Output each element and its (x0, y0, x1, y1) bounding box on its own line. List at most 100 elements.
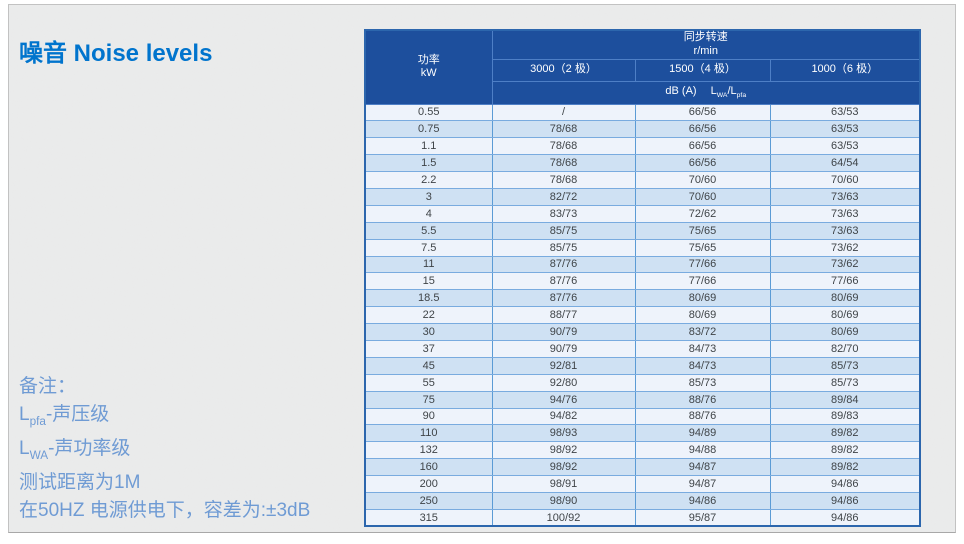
cell-2pole: 98/92 (491, 458, 636, 477)
cell-6pole: 89/82 (769, 458, 921, 477)
cell-4pole: 80/69 (634, 306, 771, 325)
cell-6pole: 70/60 (769, 171, 921, 189)
power-cell: 30 (364, 323, 493, 341)
speed-label: 同步转速 (683, 31, 728, 43)
cell-6pole: 73/62 (769, 238, 921, 257)
cell-2pole: 98/92 (491, 441, 636, 460)
cell-4pole: 80/69 (634, 289, 771, 308)
cell-4pole: 75/65 (634, 221, 771, 240)
cell-6pole: 73/62 (769, 255, 921, 274)
power-cell: 7.5 (364, 238, 493, 257)
power-cell: 15 (364, 272, 493, 291)
table-row: 2.2 78/68 70/60 70/60 (364, 171, 921, 189)
cell-4pole: 70/60 (634, 171, 771, 189)
table-row: 18.5 87/76 80/69 80/69 (364, 289, 921, 308)
cell-6pole: 82/70 (769, 339, 921, 358)
cell-6pole: 89/83 (769, 407, 921, 426)
cell-6pole: 85/73 (769, 356, 921, 375)
power-cell: 37 (364, 339, 493, 358)
cell-6pole: 73/63 (769, 187, 921, 206)
cell-4pole: 70/60 (634, 187, 771, 206)
cell-2pole: 85/75 (491, 238, 636, 257)
power-cell: 22 (364, 306, 493, 325)
table-row: 200 98/91 94/87 94/86 (364, 475, 921, 493)
table-row: 7.5 85/75 75/65 73/62 (364, 238, 921, 257)
cell-6pole: 77/66 (769, 272, 921, 291)
cell-6pole: 80/69 (769, 323, 921, 341)
cell-2pole: 90/79 (491, 339, 636, 358)
cell-4pole: 84/73 (634, 356, 771, 375)
table-row: 45 92/81 84/73 85/73 (364, 356, 921, 375)
note-lpfa: Lpfa-声压级 (19, 403, 110, 428)
cell-6pole: 80/69 (769, 306, 921, 325)
header-6pole: 1000（6 极） (769, 58, 921, 82)
power-cell: 4 (364, 204, 493, 223)
cell-2pole: / (491, 103, 636, 122)
cell-6pole: 80/69 (769, 289, 921, 308)
cell-4pole: 83/72 (634, 323, 771, 341)
cell-4pole: 95/87 (634, 508, 771, 527)
cell-4pole: 77/66 (634, 255, 771, 274)
cell-2pole: 87/76 (491, 255, 636, 274)
table-body: 0.55/66/56 63/53 0.75 78/68 66/56 63/53 1.1 78/… (364, 103, 921, 527)
cell-2pole: 92/81 (491, 356, 636, 375)
cell-2pole: 78/68 (491, 137, 636, 156)
table-row: 30 90/79 83/72 80/69 (364, 323, 921, 341)
cell-2pole: 87/76 (491, 289, 636, 308)
table-row: 3 82/72 70/60 73/63 (364, 187, 921, 206)
cell-6pole: 89/82 (769, 441, 921, 460)
notes-block: 备注： Lpfa-声压级 LWA-声功率级 测试距离为1M 在50HZ 电源供电… (19, 373, 310, 524)
cell-4pole: 66/56 (634, 103, 771, 122)
table-header: 功率 kW 同步转速 r/min 3000（2 极） 1500（4 极） 100… (364, 29, 921, 105)
cell-2pole: 100/92 (491, 508, 636, 527)
power-cell: 110 (364, 424, 493, 443)
cell-2pole: 98/93 (491, 424, 636, 443)
power-cell: 160 (364, 458, 493, 477)
cell-4pole: 94/87 (634, 458, 771, 477)
cell-6pole: 94/86 (769, 491, 921, 510)
table-row: 0.55/66/56 63/53 (364, 103, 921, 122)
power-cell: 250 (364, 491, 493, 510)
cell-4pole: 84/73 (634, 339, 771, 358)
table-row: 15 87/76 77/66 77/66 (364, 272, 921, 291)
lwa-lpfa-formula: LWA/Lpfa (710, 84, 747, 99)
cell-2pole: 94/82 (491, 407, 636, 426)
table-row: 5.5 85/75 75/65 73/63 (364, 221, 921, 240)
cell-4pole: 94/86 (634, 491, 771, 510)
power-cell: 11 (364, 255, 493, 274)
cell-4pole: 94/88 (634, 441, 771, 460)
power-cell: 132 (364, 441, 493, 460)
cell-6pole: 64/54 (769, 154, 921, 173)
cell-6pole: 94/86 (769, 475, 921, 493)
cell-2pole: 88/77 (491, 306, 636, 325)
note-distance: 测试距离为1M (19, 472, 141, 494)
cell-2pole: 92/80 (491, 373, 636, 392)
power-cell: 55 (364, 373, 493, 392)
note-lwa: LWA-声功率级 (19, 437, 131, 462)
noise-table: 功率 kW 同步转速 r/min 3000（2 极） 1500（4 极） 100… (364, 29, 922, 528)
cell-2pole: 78/68 (491, 120, 636, 139)
table-row: 1.5 78/68 66/56 64/54 (364, 154, 921, 173)
cell-6pole: 73/63 (769, 221, 921, 240)
cell-2pole: 78/68 (491, 171, 636, 189)
table-row: 0.75 78/68 66/56 63/53 (364, 120, 921, 139)
cell-4pole: 66/56 (634, 137, 771, 156)
cell-2pole: 87/76 (491, 272, 636, 291)
power-cell: 3 (364, 187, 493, 206)
table-row: 22 88/77 80/69 80/69 (364, 306, 921, 325)
table-row: 110 98/93 94/89 89/82 (364, 424, 921, 443)
noise-table-container: 功率 kW 同步转速 r/min 3000（2 极） 1500（4 极） 100… (364, 29, 922, 528)
cell-4pole: 75/65 (634, 238, 771, 257)
header-db-unit: dB (A) LWA/Lpfa (491, 80, 921, 105)
power-cell: 1.1 (364, 137, 493, 156)
cell-2pole: 98/91 (491, 475, 636, 493)
power-cell: 200 (364, 475, 493, 493)
header-sync-speed: 同步转速 r/min (491, 29, 921, 60)
header-2pole: 3000（2 极） (491, 58, 636, 82)
power-label: 功率 (417, 53, 440, 66)
table-row: 160 98/92 94/87 89/82 (364, 458, 921, 477)
table-row: 11 87/76 77/66 73/62 (364, 255, 921, 274)
table-row: 250 98/90 94/86 94/86 (364, 491, 921, 510)
table-row: 4 83/73 72/62 73/63 (364, 204, 921, 223)
